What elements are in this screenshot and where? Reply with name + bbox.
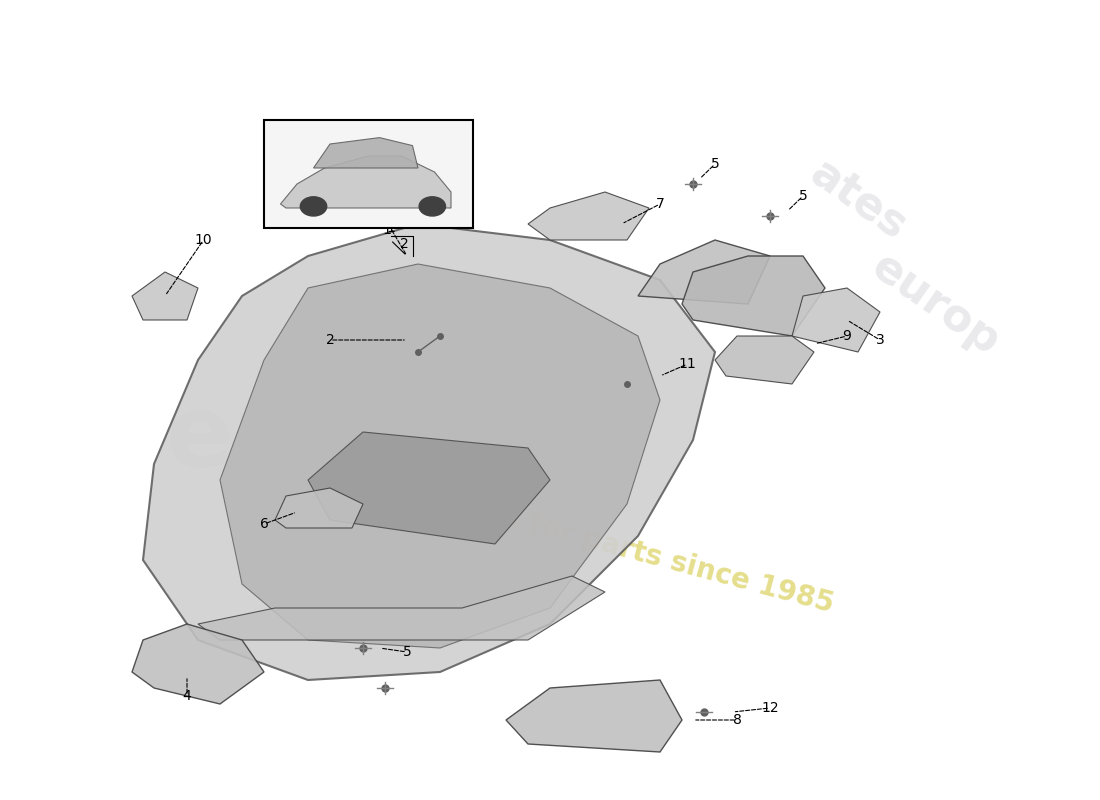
Polygon shape (682, 256, 825, 336)
Text: 1: 1 (386, 221, 395, 235)
Text: 5: 5 (711, 157, 719, 171)
Polygon shape (198, 576, 605, 640)
Polygon shape (792, 288, 880, 352)
Text: 2: 2 (400, 237, 409, 251)
Polygon shape (132, 624, 264, 704)
Bar (264, 120, 473, 228)
Text: 12: 12 (761, 701, 779, 715)
Polygon shape (314, 138, 418, 168)
Text: europ: europ (166, 391, 494, 489)
Text: 7: 7 (656, 197, 664, 211)
Text: a passion for parts since 1985: a passion for parts since 1985 (373, 470, 837, 618)
Circle shape (300, 197, 327, 216)
Polygon shape (638, 240, 770, 304)
Text: 3: 3 (876, 333, 884, 347)
Text: 6: 6 (260, 517, 268, 531)
Text: 4: 4 (183, 689, 191, 703)
Polygon shape (308, 432, 550, 544)
Text: 11: 11 (679, 357, 696, 371)
Polygon shape (275, 488, 363, 528)
Text: 9: 9 (843, 329, 851, 343)
Text: 8: 8 (733, 713, 741, 727)
Polygon shape (132, 272, 198, 320)
Circle shape (419, 197, 446, 216)
Polygon shape (506, 680, 682, 752)
Polygon shape (715, 336, 814, 384)
Polygon shape (220, 264, 660, 648)
Text: 5: 5 (799, 189, 807, 203)
Polygon shape (528, 192, 649, 240)
Text: ates: ates (802, 151, 914, 249)
Text: 2: 2 (326, 333, 334, 347)
Text: 1: 1 (383, 223, 392, 238)
Polygon shape (143, 224, 715, 680)
Text: 5: 5 (403, 645, 411, 659)
Text: europ: europ (862, 245, 1008, 363)
Polygon shape (280, 156, 451, 208)
Text: 10: 10 (195, 233, 212, 247)
